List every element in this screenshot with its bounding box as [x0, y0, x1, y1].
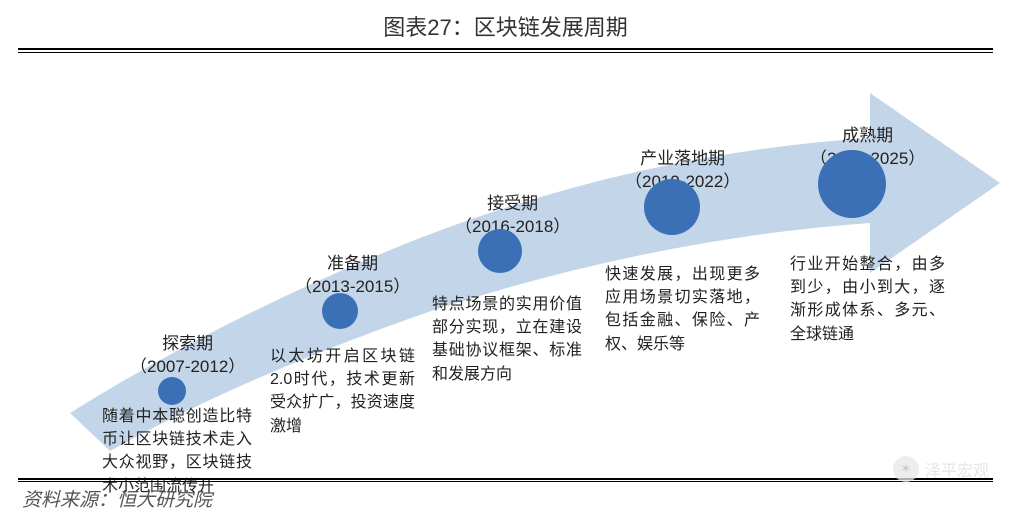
- stage-label-2: 接受期（2016-2018）: [455, 193, 570, 239]
- stage-circle-1: [322, 293, 358, 329]
- source-text: 资料来源：恒大研究院: [22, 485, 212, 512]
- stage-label-0: 探索期（2007-2012）: [130, 333, 245, 379]
- bottom-rule-thin: [18, 481, 993, 482]
- diagram-area: 探索期（2007-2012）随着中本聪创造比特币让区块链技术走入大众视野，区块链…: [0, 53, 1011, 473]
- stage-name: 成熟期: [810, 125, 925, 148]
- wechat-icon: ✶: [893, 456, 919, 482]
- stage-desc-4: 行业开始整合，由多到少，由小到大，逐渐形成体系、多元、全球链通: [790, 253, 945, 346]
- watermark-text: 泽平宏观: [925, 457, 989, 481]
- stage-label-1: 准备期（2013-2015）: [295, 253, 410, 299]
- stage-name: 准备期: [295, 253, 410, 276]
- stage-desc-2: 特点场景的实用价值部分实现，立在建设基础协议框架、标准和发展方向: [432, 293, 582, 386]
- stage-name: 产业落地期: [625, 148, 740, 171]
- stage-circle-0: [158, 377, 186, 405]
- top-rule-thick: [18, 48, 993, 50]
- stage-name: 接受期: [455, 193, 570, 216]
- stage-years: （2007-2012）: [130, 356, 245, 379]
- watermark: ✶ 泽平宏观: [893, 456, 989, 482]
- stage-years: （2013-2015）: [295, 276, 410, 299]
- stage-name: 探索期: [130, 333, 245, 356]
- stage-desc-1: 以太坊开启区块链2.0时代，技术更新受众扩广，投资速度激增: [270, 345, 415, 438]
- bottom-rule-thick: [18, 478, 993, 480]
- stage-circle-3: [644, 179, 700, 235]
- stage-circle-4: [818, 150, 886, 218]
- stage-desc-0: 随着中本聪创造比特币让区块链技术走入大众视野，区块链技术小范围流传开: [102, 405, 252, 498]
- stage-desc-3: 快速发展，出现更多应用场景切实落地，包括金融、保险、产权、娱乐等: [605, 263, 760, 356]
- stage-circle-2: [478, 229, 522, 273]
- chart-title: 图表27：区块链发展周期: [0, 0, 1011, 48]
